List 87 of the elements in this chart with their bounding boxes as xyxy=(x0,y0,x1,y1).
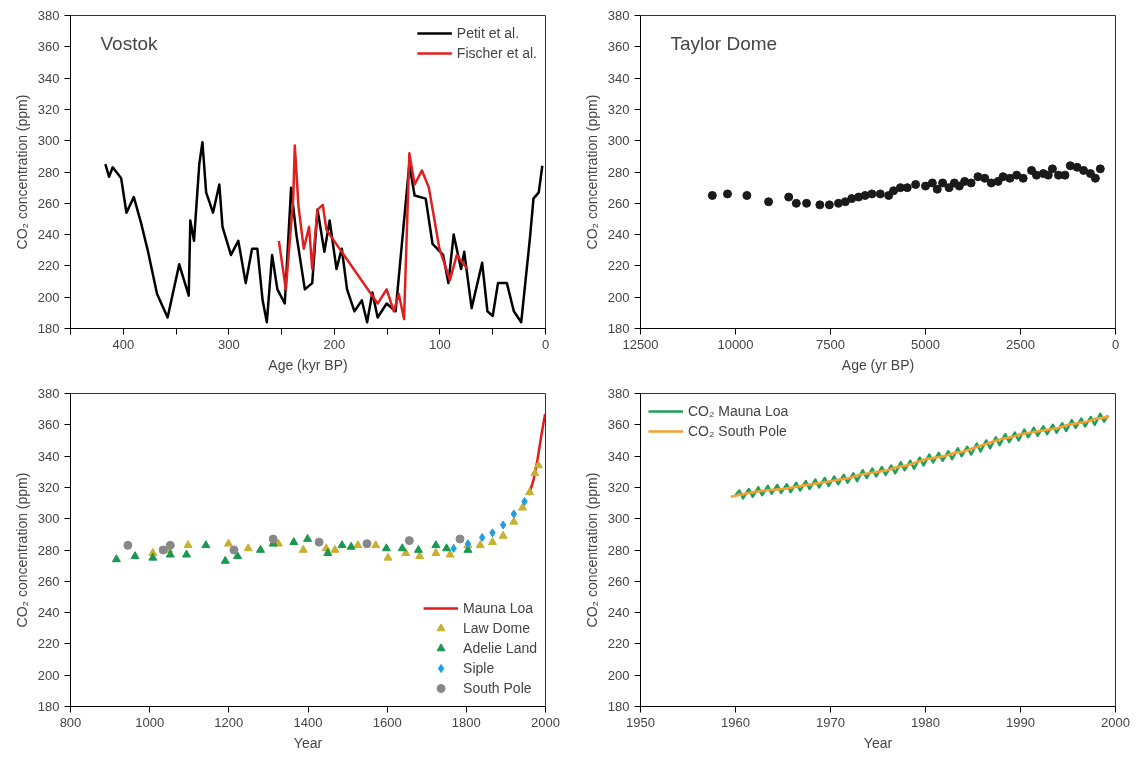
x-tick-label: 0 xyxy=(541,336,550,352)
y-tick-label: 180 xyxy=(607,699,630,714)
x-tick-label: 2000 xyxy=(531,714,560,730)
y-tick-label: 200 xyxy=(37,667,60,683)
x-tick-label: 1950 xyxy=(626,714,655,730)
y-tick-label: 340 xyxy=(607,70,630,86)
y-tick-label: 280 xyxy=(37,164,60,180)
x-tick-label: 1600 xyxy=(372,714,402,730)
x-tick-label: 1800 xyxy=(451,714,481,730)
legend-label: Fischer et al. xyxy=(456,45,537,61)
x-tick-label: 2000 xyxy=(1101,714,1130,730)
y-tick-label: 240 xyxy=(37,227,60,243)
x-tick-label: 1980 xyxy=(911,714,940,730)
y-tick-label: 180 xyxy=(37,699,60,714)
x-tick-label: 1960 xyxy=(721,714,750,730)
annotation: Taylor Dome xyxy=(670,32,778,54)
x-tick-label: 1400 xyxy=(293,714,323,730)
y-tick-label: 200 xyxy=(607,667,630,683)
y-tick-label: 240 xyxy=(607,605,630,621)
y-tick-label: 380 xyxy=(37,386,60,401)
y-tick-label: 280 xyxy=(607,542,630,558)
y-tick-label: 360 xyxy=(607,417,630,433)
y-tick-label: 320 xyxy=(37,479,60,495)
y-tick-label: 360 xyxy=(37,39,60,55)
y-tick-label: 300 xyxy=(37,511,60,527)
y-tick-label: 340 xyxy=(607,448,630,464)
y-tick-label: 260 xyxy=(607,195,630,211)
legend-label: Law Dome xyxy=(463,620,530,636)
x-tick-label: 2500 xyxy=(1006,336,1035,352)
y-tick-label: 300 xyxy=(37,133,60,149)
legend-label: CO₂ South Pole xyxy=(688,423,787,439)
y-tick-label: 300 xyxy=(607,511,630,527)
y-tick-label: 340 xyxy=(37,70,60,86)
y-tick-label: 360 xyxy=(607,39,630,55)
x-axis-title: Age (yr BP) xyxy=(841,356,915,373)
y-tick-label: 300 xyxy=(607,133,630,149)
y-tick-label: 380 xyxy=(607,386,630,401)
x-tick-label: 1990 xyxy=(1006,714,1035,730)
annotation: Vostok xyxy=(100,32,159,54)
y-axis-title: CO₂ concentration (ppm) xyxy=(583,94,600,250)
y-tick-label: 180 xyxy=(607,321,630,336)
x-tick-label: 1000 xyxy=(135,714,165,730)
y-tick-label: 220 xyxy=(607,258,630,274)
y-axis-title: CO₂ concentration (ppm) xyxy=(13,472,30,628)
legend-label: Mauna Loa xyxy=(463,600,534,616)
x-tick-label: 400 xyxy=(112,336,135,352)
y-tick-label: 200 xyxy=(607,289,630,305)
x-axis-title: Year xyxy=(863,734,893,751)
y-tick-label: 200 xyxy=(37,289,60,305)
x-tick-label: 1200 xyxy=(214,714,244,730)
y-tick-label: 280 xyxy=(37,542,60,558)
legend-label: Petit et al. xyxy=(456,25,520,41)
x-tick-label: 7500 xyxy=(816,336,845,352)
y-tick-label: 320 xyxy=(607,479,630,495)
x-tick-label: 100 xyxy=(429,336,451,352)
legend-label: Adelie Land xyxy=(463,640,537,656)
y-tick-label: 380 xyxy=(607,8,630,23)
x-tick-label: 5000 xyxy=(911,336,940,352)
x-tick-label: 1970 xyxy=(816,714,845,730)
y-tick-label: 240 xyxy=(607,227,630,243)
x-tick-label: 200 xyxy=(323,336,346,352)
y-axis-title: CO₂ concentration (ppm) xyxy=(583,472,600,628)
x-tick-label: 300 xyxy=(217,336,240,352)
y-tick-label: 180 xyxy=(37,321,60,336)
legend-label: Siple xyxy=(463,660,495,676)
x-tick-label: 800 xyxy=(59,714,82,730)
x-axis-title: Year xyxy=(293,734,323,751)
x-tick-label: 0 xyxy=(1111,336,1120,352)
y-tick-label: 220 xyxy=(37,258,60,274)
y-tick-label: 280 xyxy=(607,164,630,180)
y-tick-label: 320 xyxy=(37,101,60,117)
x-tick-label: 12500 xyxy=(622,336,659,352)
y-axis-title: CO₂ concentration (ppm) xyxy=(13,94,30,250)
y-tick-label: 220 xyxy=(37,636,60,652)
x-tick-label: 10000 xyxy=(717,336,754,352)
y-tick-label: 240 xyxy=(37,605,60,621)
y-tick-label: 380 xyxy=(37,8,60,23)
y-tick-label: 340 xyxy=(37,448,60,464)
legend-label: South Pole xyxy=(463,680,532,696)
y-tick-label: 260 xyxy=(37,195,60,211)
y-tick-label: 320 xyxy=(607,101,630,117)
y-tick-label: 260 xyxy=(607,573,630,589)
y-tick-label: 220 xyxy=(607,636,630,652)
y-tick-label: 260 xyxy=(37,573,60,589)
y-tick-label: 360 xyxy=(37,417,60,433)
x-axis-title: Age (kyr BP) xyxy=(268,356,348,373)
legend-label: CO₂ Mauna Loa xyxy=(688,403,789,419)
